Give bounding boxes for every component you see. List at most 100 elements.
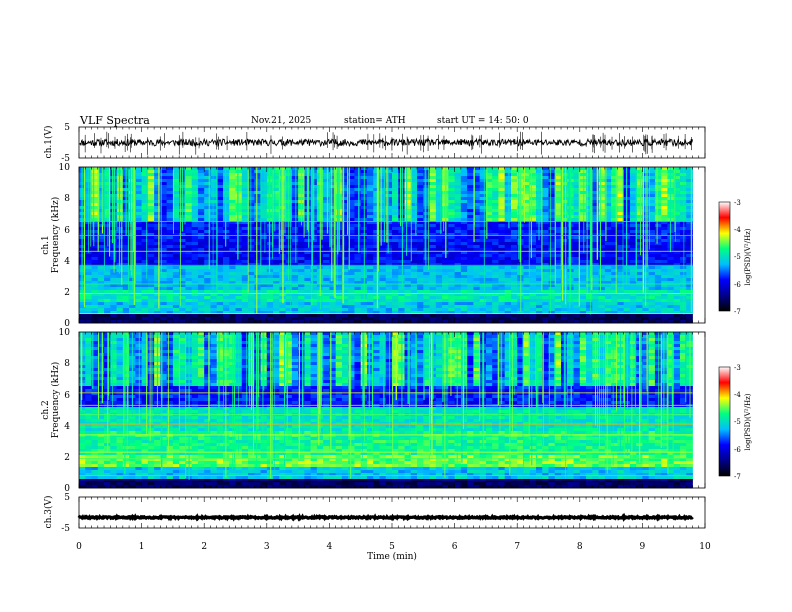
spectrogram-cell — [385, 176, 393, 180]
spectrogram-cell — [667, 281, 675, 285]
spectrogram-cell — [529, 173, 537, 177]
spectrogram-cell — [448, 251, 455, 255]
spectrogram-cell — [210, 236, 218, 240]
spectrogram-cell — [592, 302, 599, 306]
spectrogram-cell — [636, 170, 643, 174]
spectrogram-cell — [304, 284, 312, 288]
spectrogram-cell — [329, 173, 337, 177]
spectrogram-cell — [679, 176, 687, 180]
spectrogram-cell — [379, 191, 387, 195]
spectrogram-cell — [448, 179, 455, 183]
spectrogram-cell — [379, 170, 387, 174]
spectrogram-cell — [147, 299, 155, 303]
spectrogram-cell — [460, 197, 468, 201]
spectrogram-cell — [686, 218, 693, 222]
spectrogram-cell — [548, 272, 556, 276]
spectrogram-cell — [379, 236, 387, 240]
spectrogram-cell — [329, 176, 337, 180]
spectrogram-cell — [366, 194, 374, 198]
spectrogram-cell — [498, 212, 506, 216]
spectrogram-cell — [298, 287, 305, 291]
spectrogram-cell — [561, 185, 568, 189]
spectrogram-cell — [592, 290, 599, 294]
spectrogram-cell — [241, 314, 249, 318]
spectrogram-cell — [654, 200, 662, 204]
spectrogram-cell — [379, 305, 387, 309]
spectrogram-cell — [329, 200, 337, 204]
spectrogram-cell — [179, 254, 186, 258]
spectrogram-cell — [304, 251, 312, 255]
spectrogram-cell — [429, 239, 437, 243]
spectrogram-cell — [310, 287, 318, 291]
spectrogram-cell — [104, 170, 111, 174]
spectrogram-cell — [510, 173, 518, 177]
spectrogram-cell — [592, 230, 599, 234]
spectrogram-cell — [273, 185, 280, 189]
spectrogram-cell — [366, 167, 374, 171]
spectrogram-cell — [667, 257, 675, 261]
spectrogram-cell — [404, 215, 412, 219]
spectrogram-cell — [398, 296, 405, 300]
spectrogram-cell — [467, 194, 474, 198]
spectrogram-cell — [598, 245, 606, 249]
spectrogram-cell — [629, 245, 637, 249]
spectrogram-cell — [254, 170, 261, 174]
spectrogram-cell — [285, 266, 293, 270]
spectrogram-cell — [91, 293, 99, 297]
spectrogram-cell — [348, 281, 355, 285]
spectrogram-cell — [385, 188, 393, 192]
spectrogram-cell — [298, 239, 305, 243]
spectrogram-cell — [654, 209, 662, 213]
spectrogram-cell — [535, 311, 543, 315]
spectrogram-cell — [341, 212, 349, 216]
spectrogram-cell — [629, 221, 637, 225]
spectrogram-cell — [122, 272, 130, 276]
spectrogram-cell — [329, 311, 337, 315]
spectrogram-cell — [85, 314, 92, 318]
spectrogram-cell — [172, 167, 180, 171]
spectrogram-cell — [248, 233, 255, 237]
spectrogram-cell — [154, 194, 161, 198]
spectrogram-cell — [598, 263, 606, 267]
spectrogram-cell — [523, 296, 531, 300]
spectrogram-cell — [579, 263, 587, 267]
spectrogram-cell — [573, 308, 581, 312]
spectrogram-cell — [454, 212, 462, 216]
spectrogram-cell — [110, 167, 117, 171]
spectrogram-cell — [679, 224, 687, 228]
spectrogram-cell — [586, 269, 593, 273]
spectrogram-cell — [504, 302, 512, 306]
spectrogram-cell — [147, 215, 155, 219]
spectrogram-cell — [686, 239, 693, 243]
spectrogram-cell — [498, 203, 506, 207]
spectrogram-cell — [210, 167, 218, 171]
spectrogram-cell — [654, 266, 662, 270]
spectrogram-cell — [592, 299, 599, 303]
spectrogram-cell — [197, 173, 205, 177]
spectrogram-cell — [429, 227, 437, 231]
spectrogram-cell — [122, 266, 130, 270]
spectrogram-cell — [97, 224, 105, 228]
spectrogram-cell — [222, 245, 230, 249]
spectrogram-cell — [235, 215, 243, 219]
spectrogram-cell — [216, 251, 224, 255]
spectrogram-cell — [341, 206, 349, 210]
spectrogram-cell — [611, 311, 618, 315]
spectrogram-cell — [179, 269, 186, 273]
spectrogram-cell — [611, 272, 618, 276]
spectrogram-cell — [636, 230, 643, 234]
spectrogram-cell — [379, 230, 387, 234]
spectrogram-cell — [291, 293, 299, 297]
spectrogram-cell — [285, 167, 293, 171]
spectrogram-cell — [291, 314, 299, 318]
spectrogram-cell — [222, 290, 230, 294]
spectrogram-cell — [598, 314, 606, 318]
spectrogram-cell — [172, 206, 180, 210]
spectrogram-cell — [586, 197, 593, 201]
spectrogram-cell — [473, 209, 481, 213]
spectrogram-cell — [417, 206, 424, 210]
spectrogram-cell — [104, 275, 111, 279]
spectrogram-cell — [154, 317, 161, 321]
spectrogram-cell — [135, 233, 142, 237]
spectrogram-cell — [160, 185, 168, 189]
